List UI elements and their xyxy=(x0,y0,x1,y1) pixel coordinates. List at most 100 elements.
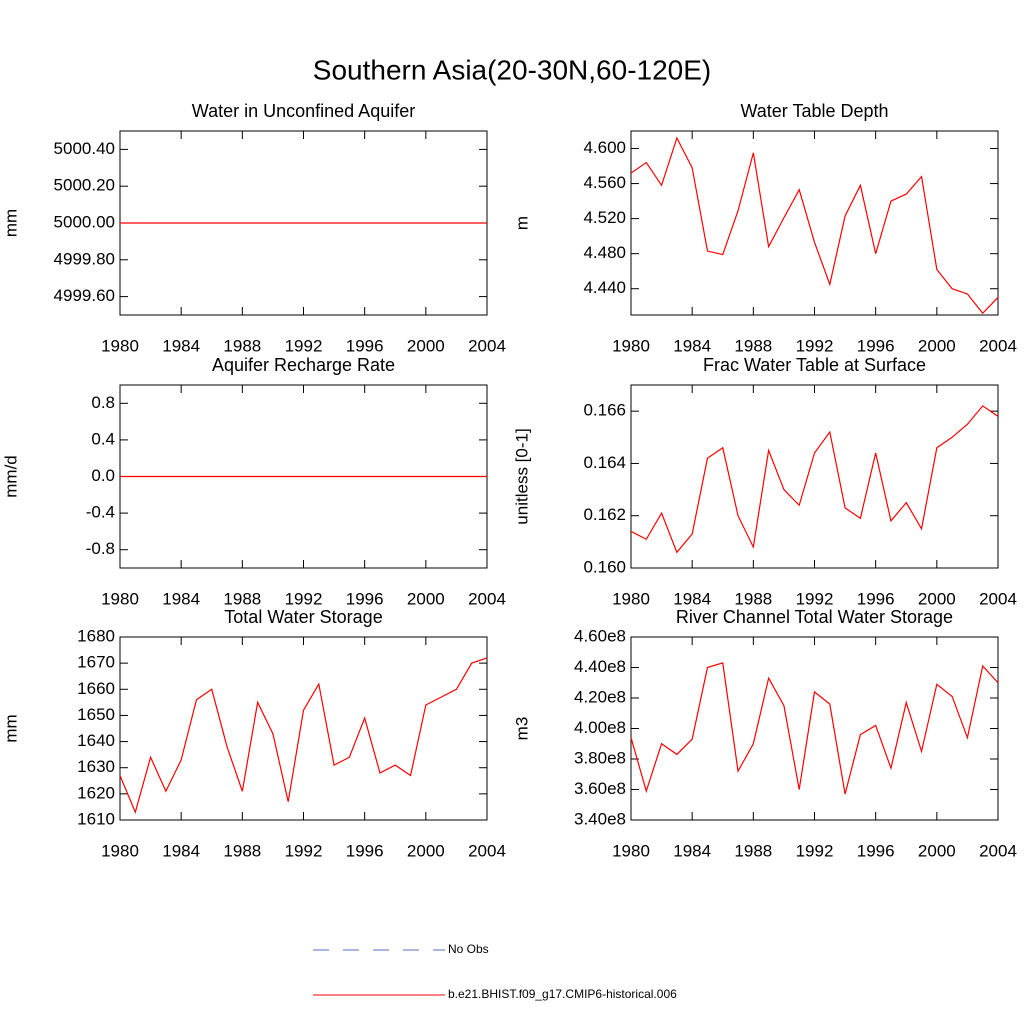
plot-frame xyxy=(630,130,999,316)
x-tick-label: 1988 xyxy=(734,589,772,608)
page-title: Southern Asia(20-30N,60-120E) xyxy=(313,54,711,85)
y-tick-label: 4.00e8 xyxy=(574,718,626,737)
y-tick-label: 1680 xyxy=(77,626,115,645)
x-tick-label: 2004 xyxy=(979,589,1017,608)
x-tick-label: 1992 xyxy=(796,589,834,608)
x-tick-label: 1984 xyxy=(673,336,711,355)
y-tick-label: 5000.20 xyxy=(54,176,115,195)
y-tick-label: 5000.00 xyxy=(54,212,115,231)
y-tick-label: -0.4 xyxy=(86,503,115,522)
x-tick-label: 1984 xyxy=(673,589,711,608)
data-line xyxy=(119,657,488,814)
x-tick-label: 1992 xyxy=(285,336,323,355)
y-tick-label: 0.4 xyxy=(91,429,115,448)
y-axis-label: m3 xyxy=(512,717,531,741)
x-tick-label: 2000 xyxy=(918,589,956,608)
y-tick-label: 1670 xyxy=(77,653,115,672)
y-tick-label: 3.60e8 xyxy=(574,779,626,798)
x-tick-label: 2004 xyxy=(979,336,1017,355)
y-tick-label: 1640 xyxy=(77,731,115,750)
x-tick-label: 1988 xyxy=(223,336,261,355)
x-tick-label: 1980 xyxy=(612,589,650,608)
x-tick-label: 2000 xyxy=(407,589,445,608)
x-tick-label: 1980 xyxy=(612,336,650,355)
y-tick-label: -0.8 xyxy=(86,539,115,558)
y-tick-label: 1620 xyxy=(77,783,115,802)
x-tick-label: 1980 xyxy=(101,841,139,860)
x-tick-label: 1988 xyxy=(734,336,772,355)
y-axis-label: unitless [0-1] xyxy=(512,428,531,524)
plot-frame xyxy=(119,636,488,821)
data-line xyxy=(630,662,999,795)
y-tick-label: 1630 xyxy=(77,757,115,776)
panel-title: Aquifer Recharge Rate xyxy=(212,355,395,375)
y-tick-label: 4.520 xyxy=(583,208,626,227)
panel-title: Water Table Depth xyxy=(740,101,888,121)
y-tick-label: 4999.80 xyxy=(54,249,115,268)
panel-title: Frac Water Table at Surface xyxy=(703,355,926,375)
x-tick-label: 2000 xyxy=(918,336,956,355)
y-tick-label: 0.160 xyxy=(583,557,626,576)
x-tick-label: 1984 xyxy=(162,589,200,608)
y-tick-label: 0.0 xyxy=(91,466,115,485)
y-axis-label: m xyxy=(512,216,531,230)
y-tick-label: 1660 xyxy=(77,679,115,698)
x-tick-label: 1996 xyxy=(346,589,384,608)
data-line xyxy=(630,405,999,554)
x-tick-label: 1980 xyxy=(101,589,139,608)
x-tick-label: 1996 xyxy=(857,336,895,355)
x-tick-label: 1996 xyxy=(857,841,895,860)
y-tick-label: 4.20e8 xyxy=(574,687,626,706)
x-tick-label: 2000 xyxy=(407,841,445,860)
x-tick-label: 1988 xyxy=(223,841,261,860)
y-tick-label: 0.164 xyxy=(583,453,626,472)
x-tick-label: 2004 xyxy=(468,589,506,608)
y-axis-label: mm xyxy=(1,714,20,742)
x-tick-label: 1980 xyxy=(612,841,650,860)
x-tick-label: 1992 xyxy=(285,589,323,608)
y-tick-label: 0.162 xyxy=(583,505,626,524)
data-line xyxy=(630,136,999,315)
x-tick-label: 1988 xyxy=(223,589,261,608)
y-tick-label: 4.600 xyxy=(583,138,626,157)
legend-label: b.e21.BHIST.f09_g17.CMIP6-historical.006 xyxy=(448,987,677,1001)
y-tick-label: 3.40e8 xyxy=(574,809,626,828)
x-tick-label: 1996 xyxy=(857,589,895,608)
y-tick-label: 4.40e8 xyxy=(574,657,626,676)
x-tick-label: 2004 xyxy=(979,841,1017,860)
x-tick-label: 1996 xyxy=(346,336,384,355)
panel-title: Total Water Storage xyxy=(224,607,382,627)
x-tick-label: 2000 xyxy=(407,336,445,355)
y-tick-label: 4.480 xyxy=(583,243,626,262)
x-tick-label: 1984 xyxy=(162,336,200,355)
y-tick-label: 4.440 xyxy=(583,278,626,297)
x-tick-label: 1992 xyxy=(285,841,323,860)
y-tick-label: 5000.40 xyxy=(54,139,115,158)
legend-label: No Obs xyxy=(448,942,489,956)
y-tick-label: 4.60e8 xyxy=(574,626,626,645)
panel-title: Water in Unconfined Aquifer xyxy=(192,101,415,121)
y-tick-label: 0.8 xyxy=(91,393,115,412)
x-tick-label: 2004 xyxy=(468,336,506,355)
x-tick-label: 2000 xyxy=(918,841,956,860)
x-tick-label: 1992 xyxy=(796,841,834,860)
x-tick-label: 1996 xyxy=(346,841,384,860)
panel-title: River Channel Total Water Storage xyxy=(676,607,953,627)
plot-frame xyxy=(630,636,999,821)
plot-frame xyxy=(630,384,999,569)
x-tick-label: 1984 xyxy=(673,841,711,860)
x-tick-label: 1988 xyxy=(734,841,772,860)
y-tick-label: 1610 xyxy=(77,809,115,828)
y-tick-label: 0.166 xyxy=(583,401,626,420)
y-tick-label: 3.80e8 xyxy=(574,748,626,767)
x-tick-label: 1984 xyxy=(162,841,200,860)
x-tick-label: 1980 xyxy=(101,336,139,355)
y-tick-label: 1650 xyxy=(77,705,115,724)
y-tick-label: 4999.60 xyxy=(54,286,115,305)
y-axis-label: mm/d xyxy=(1,455,20,498)
x-tick-label: 1992 xyxy=(796,336,834,355)
y-tick-label: 4.560 xyxy=(583,173,626,192)
x-tick-label: 2004 xyxy=(468,841,506,860)
y-axis-label: mm xyxy=(1,209,20,237)
